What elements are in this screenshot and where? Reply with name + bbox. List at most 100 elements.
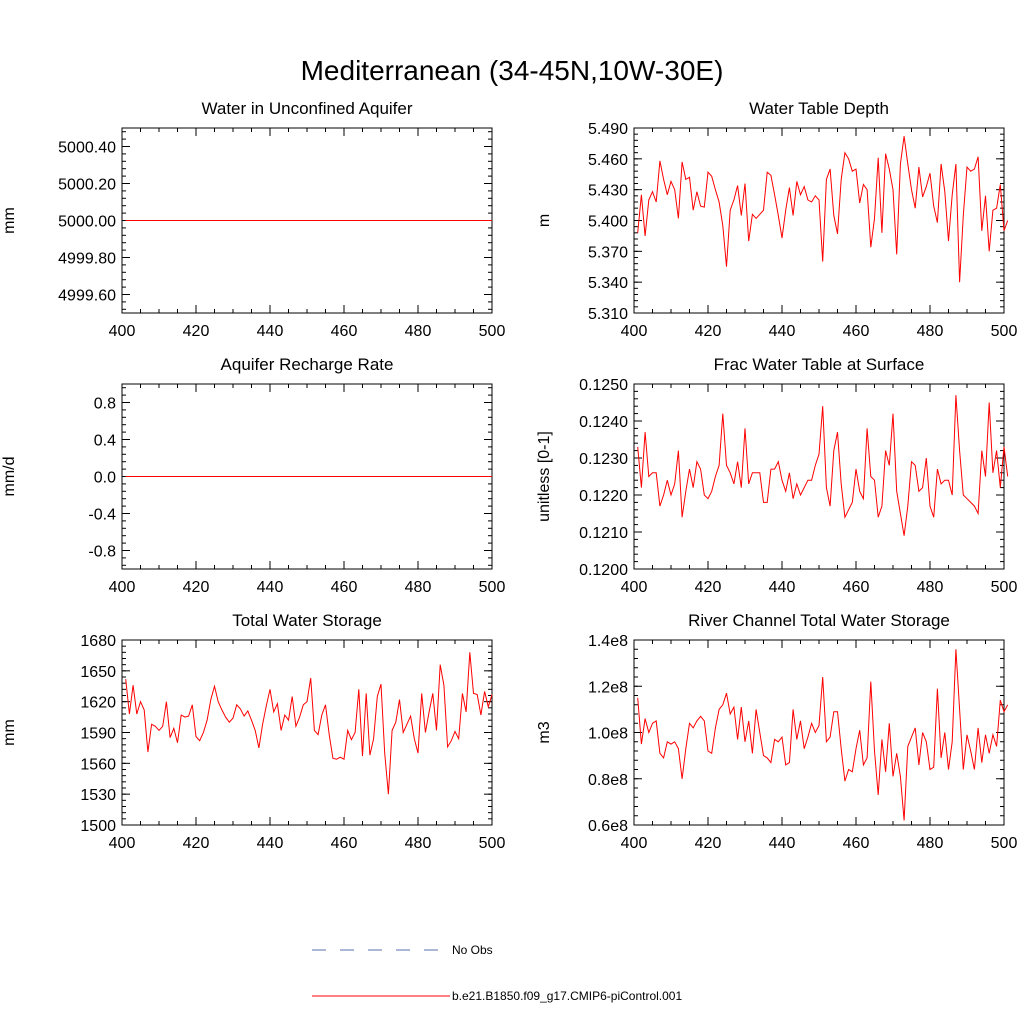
panel-title: Aquifer Recharge Rate xyxy=(221,355,394,374)
plot-frame xyxy=(633,127,1005,314)
x-tick-label: 440 xyxy=(257,835,284,852)
panels: 400 420 440 460 480 500 4999.60 4999.80 5000.00 5… xyxy=(1,99,1017,852)
y-tick-label: 1590 xyxy=(80,726,116,743)
series-line xyxy=(637,136,1009,283)
panel-4: 400 420 440 460 480 500 0.1200 0.1210 0.1220 0.12… xyxy=(536,355,1017,596)
series-line xyxy=(125,652,493,795)
y-tick-label: 0.6e8 xyxy=(588,818,628,835)
x-tick-label: 480 xyxy=(917,323,944,340)
x-tick-label: 400 xyxy=(109,323,136,340)
panel-title: Water in Unconfined Aquifer xyxy=(201,99,412,118)
x-tick-label: 420 xyxy=(183,323,210,340)
y-tick-label: 0.1220 xyxy=(579,488,628,505)
y-tick-label: 5000.40 xyxy=(58,140,116,157)
y-tick-label: 5.340 xyxy=(588,275,628,292)
legend: No Obs b.e21.B1850.f09_g17.CMIP6-piContro… xyxy=(312,943,682,1003)
y-axis-label: unitless [0-1] xyxy=(536,431,553,522)
x-tick-label: 500 xyxy=(991,579,1018,596)
legend-label-model: b.e21.B1850.f09_g17.CMIP6-piControl.001 xyxy=(452,989,682,1003)
y-tick-label: 4999.80 xyxy=(58,251,116,268)
y-tick-label: 1680 xyxy=(80,633,116,650)
y-tick-label: 1500 xyxy=(80,818,116,835)
x-tick-label: 400 xyxy=(621,835,648,852)
y-tick-label: 0.8 xyxy=(94,396,116,413)
x-tick-label: 460 xyxy=(843,579,870,596)
panel-title: Water Table Depth xyxy=(749,99,889,118)
x-tick-label: 480 xyxy=(405,323,432,340)
x-tick-label: 480 xyxy=(405,579,432,596)
y-tick-label: 1530 xyxy=(80,787,116,804)
y-tick-label: 5.430 xyxy=(588,183,628,200)
y-tick-label: -0.4 xyxy=(88,507,116,524)
panel-5: 400 420 440 460 480 500 1500 1530 1560 1590 1620 16… xyxy=(1,611,505,852)
x-tick-label: 500 xyxy=(479,323,506,340)
panel-title: River Channel Total Water Storage xyxy=(688,611,950,630)
y-tick-label: 4999.60 xyxy=(58,288,116,305)
panel-title: Frac Water Table at Surface xyxy=(714,355,925,374)
y-tick-label: 5.460 xyxy=(588,152,628,169)
y-tick-label: 5000.20 xyxy=(58,177,116,194)
y-axis-label: m xyxy=(536,214,553,227)
x-tick-label: 500 xyxy=(991,323,1018,340)
x-tick-label: 460 xyxy=(843,323,870,340)
y-tick-label: 0.1210 xyxy=(579,525,628,542)
x-tick-label: 420 xyxy=(183,579,210,596)
x-tick-label: 420 xyxy=(695,323,722,340)
y-tick-label: -0.8 xyxy=(88,544,116,561)
y-tick-label: 0.1200 xyxy=(579,562,628,579)
y-tick-label: 5000.00 xyxy=(58,214,116,231)
series-line xyxy=(637,395,1009,536)
y-axis-label: mm xyxy=(1,719,18,746)
panel-2: 400 420 440 460 480 500 5.310 5.340 5.370 5.400 5.… xyxy=(536,99,1017,340)
x-tick-label: 440 xyxy=(769,323,796,340)
y-tick-label: 1650 xyxy=(80,664,116,681)
x-tick-label: 500 xyxy=(479,579,506,596)
y-tick-label: 0.0 xyxy=(94,470,116,487)
x-tick-label: 400 xyxy=(621,579,648,596)
panel-6: 400 420 440 460 480 500 0.6e8 0.8e8 1.0e8 1.2e8 1.… xyxy=(536,611,1017,852)
panel-1: 400 420 440 460 480 500 4999.60 4999.80 5000.00 5… xyxy=(1,99,505,340)
x-tick-label: 420 xyxy=(183,835,210,852)
plot-frame xyxy=(633,383,1005,570)
y-tick-label: 1.0e8 xyxy=(588,726,628,743)
x-tick-label: 400 xyxy=(621,323,648,340)
x-tick-label: 440 xyxy=(257,323,284,340)
panel-title: Total Water Storage xyxy=(232,611,382,630)
y-tick-label: 1620 xyxy=(80,695,116,712)
y-axis-label: mm xyxy=(1,207,18,234)
y-tick-label: 1.4e8 xyxy=(588,633,628,650)
y-tick-label: 0.8e8 xyxy=(588,772,628,789)
y-tick-label: 5.400 xyxy=(588,214,628,231)
x-tick-label: 480 xyxy=(405,835,432,852)
x-tick-label: 460 xyxy=(843,835,870,852)
x-tick-label: 500 xyxy=(479,835,506,852)
panel-3: 400 420 440 460 480 500 -0.8 -0.4 0.0 0.4 0.8 Aquif… xyxy=(1,355,505,596)
y-tick-label: 0.1240 xyxy=(579,414,628,431)
series-line xyxy=(637,649,1009,821)
y-tick-label: 0.1230 xyxy=(579,451,628,468)
y-axis-label: m3 xyxy=(536,721,553,743)
y-axis-label: mm/d xyxy=(1,457,18,497)
x-tick-label: 420 xyxy=(695,579,722,596)
x-tick-label: 460 xyxy=(331,579,358,596)
y-tick-label: 5.310 xyxy=(588,306,628,323)
plot-frame xyxy=(121,639,493,826)
y-tick-label: 0.4 xyxy=(94,433,116,450)
x-tick-label: 400 xyxy=(109,835,136,852)
y-tick-label: 5.370 xyxy=(588,244,628,261)
y-tick-label: 5.490 xyxy=(588,121,628,138)
figure-title: Mediterranean (34-45N,10W-30E) xyxy=(301,55,724,86)
y-tick-label: 0.1250 xyxy=(579,377,628,394)
x-tick-label: 480 xyxy=(917,835,944,852)
x-tick-label: 460 xyxy=(331,323,358,340)
x-tick-label: 500 xyxy=(991,835,1018,852)
x-tick-label: 440 xyxy=(257,579,284,596)
x-tick-label: 420 xyxy=(695,835,722,852)
y-tick-label: 1560 xyxy=(80,756,116,773)
x-tick-label: 480 xyxy=(917,579,944,596)
x-tick-label: 440 xyxy=(769,835,796,852)
x-tick-label: 440 xyxy=(769,579,796,596)
plot-frame xyxy=(633,639,1005,826)
x-tick-label: 460 xyxy=(331,835,358,852)
